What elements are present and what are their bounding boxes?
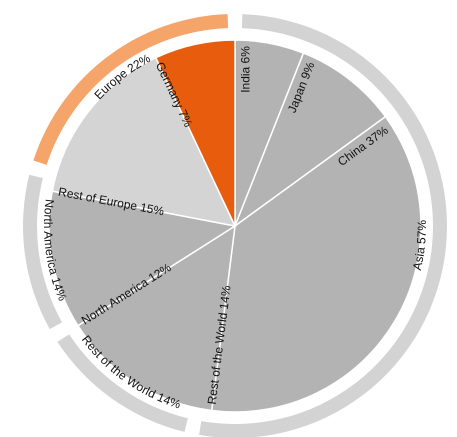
- pie-slice-rest-of-europe: [51, 56, 237, 228]
- group-arc-rest-of-the-world: [57, 334, 188, 432]
- group-arc-europe: [33, 14, 229, 165]
- pie-slice-rest-of-the-world: [76, 224, 236, 412]
- group-arc-north-america: [22, 174, 63, 330]
- pie-slice-north-america: [48, 190, 238, 327]
- pie-slice-china: [210, 115, 422, 413]
- slice-label: India 6%: [238, 46, 252, 93]
- pie-slices: [48, 39, 422, 413]
- group-ring: [22, 14, 447, 437]
- pie-slice-japan: [233, 52, 387, 229]
- pie-slice-germany: [154, 39, 236, 227]
